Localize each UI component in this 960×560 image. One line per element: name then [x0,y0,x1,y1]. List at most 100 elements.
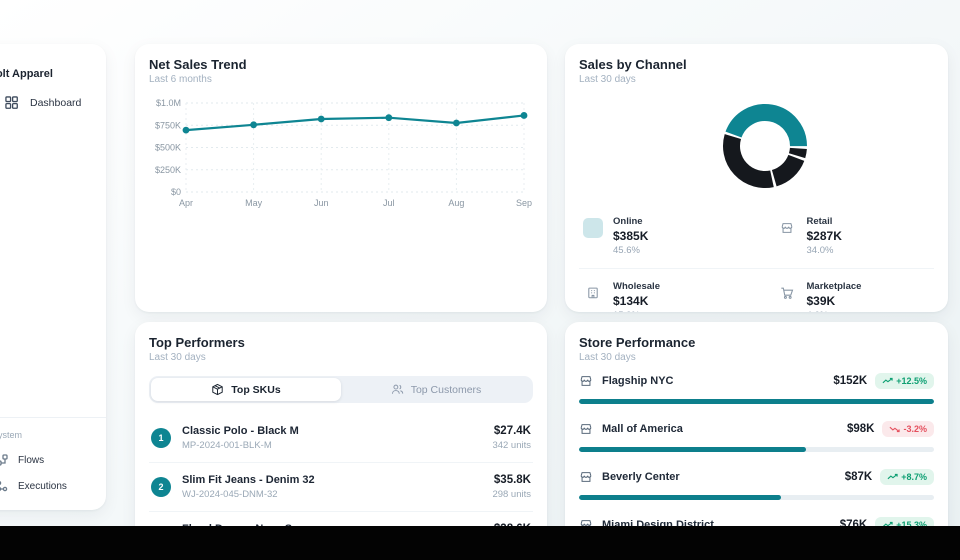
trend-badge: -3.2% [882,421,934,437]
store-name: Flagship NYC [602,375,674,387]
flow-icon [0,454,8,466]
store-icon [579,374,593,388]
store-name: Mall of America [602,423,683,435]
legend-name: Retail [806,216,833,227]
card-subtitle: Last 30 days [149,352,206,363]
legend-percent: 4.6% [807,310,862,312]
sidebar-item-executions[interactable]: Executions [0,480,106,492]
legend-value: $287K [806,229,842,243]
legend-name: Online [613,216,643,227]
store-progress-fill [579,399,934,404]
store-value: $87K [844,471,873,483]
store-icon [777,218,797,238]
store-progress-fill [579,495,782,500]
net-sales-line-chart: $0 $250K $500K $750K $1.0M Apr May Jun Jul Aug Sep [155,98,532,208]
svg-text:$250K: $250K [155,165,181,175]
store-value: $98K [846,423,875,435]
card-subtitle: Last 30 days [579,74,636,85]
sku-code: MP-2024-001-BLK-M [182,440,272,451]
top-performers-card: Top Performers Last 30 days Top SKUs Top… [135,322,547,554]
store-icon [579,470,593,484]
store-icon [579,422,593,436]
svg-text:Aug: Aug [448,198,464,208]
channel-legend: Online $385K 45.6% Retail $287K 34.0% [579,204,934,312]
cart-icon [777,283,797,303]
brand-name: Bolt Apparel [0,68,53,80]
sku-name: Slim Fit Jeans - Denim 32 [182,474,315,486]
legend-item-wholesale: Wholesale $134K 15.9% [579,269,757,312]
store-progress-track [579,399,934,404]
executions-icon [0,480,8,492]
svg-text:$750K: $750K [155,120,181,130]
tab-label: Top SKUs [231,383,281,396]
sidebar-item-label: Flows [18,454,45,466]
store-name: Beverly Center [602,471,680,483]
trending-up-icon [882,377,893,384]
svg-text:$1.0M: $1.0M [156,98,181,108]
card-title: Store Performance [579,335,696,350]
section-label: System [0,430,23,440]
net-sales-trend-card: Net Sales Trend Last 6 months $0 $250K $50… [135,44,547,312]
change-percent: +15.3% [896,520,927,530]
legend-item-retail: Retail $287K 34.0% [756,204,934,269]
sku-code: WJ-2024-045-DNM-32 [182,489,278,500]
card-title: Top Performers [149,335,245,350]
legend-percent: 15.9% [613,310,660,312]
sku-units: 342 units [492,440,531,451]
card-title: Net Sales Trend [149,57,247,72]
trending-up-icon [887,473,898,480]
trend-badge: +12.5% [875,373,934,389]
store-progress-track [579,447,934,452]
sidebar: Bolt Apparel Dashboard System Flows [0,44,106,510]
legend-percent: 34.0% [806,245,834,256]
grid-icon [5,96,18,109]
svg-text:$0: $0 [171,187,181,197]
tab-label: Top Customers [410,383,482,396]
legend-value: $385K [613,229,649,243]
change-percent: +12.5% [896,376,927,386]
online-chip [583,218,603,238]
sidebar-item-label: Executions [18,480,67,492]
change-percent: -3.2% [903,424,927,434]
legend-value: $39K [806,294,836,308]
building-icon [583,283,603,303]
sidebar-item-flows[interactable]: Flows [0,454,106,466]
trend-badge: +8.7% [880,469,934,485]
tab-top-skus[interactable]: Top SKUs [151,378,341,401]
rank-badge: 1 [151,428,171,448]
card-title: Sales by Channel [579,57,687,72]
svg-text:Jul: Jul [383,198,395,208]
users-icon [391,383,404,396]
sidebar-system-section: System Flows Executions [0,417,106,510]
letterbox-bottom [0,526,960,560]
legend-name: Marketplace [806,281,862,292]
channel-donut-chart [723,104,808,188]
legend-item-online: Online $385K 45.6% [579,204,757,269]
legend-percent: 45.6% [613,245,640,256]
tab-top-customers[interactable]: Top Customers [341,378,531,401]
card-subtitle: Last 6 months [149,74,212,85]
svg-text:May: May [245,198,263,208]
store-performance-card: Store Performance Last 30 days Flagship … [565,322,948,554]
sku-value: $35.8K [493,474,531,486]
sku-row: 2 Slim Fit Jeans - Denim 32 WJ-2024-045-… [149,463,533,512]
top-performers-tabs: Top SKUs Top Customers [149,376,533,403]
store-value: $152K [833,375,868,387]
svg-text:Jun: Jun [314,198,329,208]
rank-badge: 2 [151,477,171,497]
sidebar-item-label: Dashboard [30,96,82,109]
package-icon [211,383,224,396]
store-row: Flagship NYC $152K +12.5% [579,370,934,404]
store-row: Mall of America $98K -3.2% [579,418,934,452]
sales-by-channel-card: Sales by Channel Last 30 days Online $38… [565,44,948,312]
sku-units: 298 units [492,489,531,500]
change-percent: +8.7% [901,472,927,482]
legend-value: $134K [613,294,649,308]
sidebar-item-dashboard[interactable]: Dashboard [0,96,106,109]
legend-item-marketplace: Marketplace $39K 4.6% [757,269,935,312]
svg-text:Apr: Apr [179,198,193,208]
card-subtitle: Last 30 days [579,352,636,363]
legend-name: Wholesale [613,281,660,292]
trending-up-icon [882,521,893,528]
sku-name: Classic Polo - Black M [182,425,299,437]
